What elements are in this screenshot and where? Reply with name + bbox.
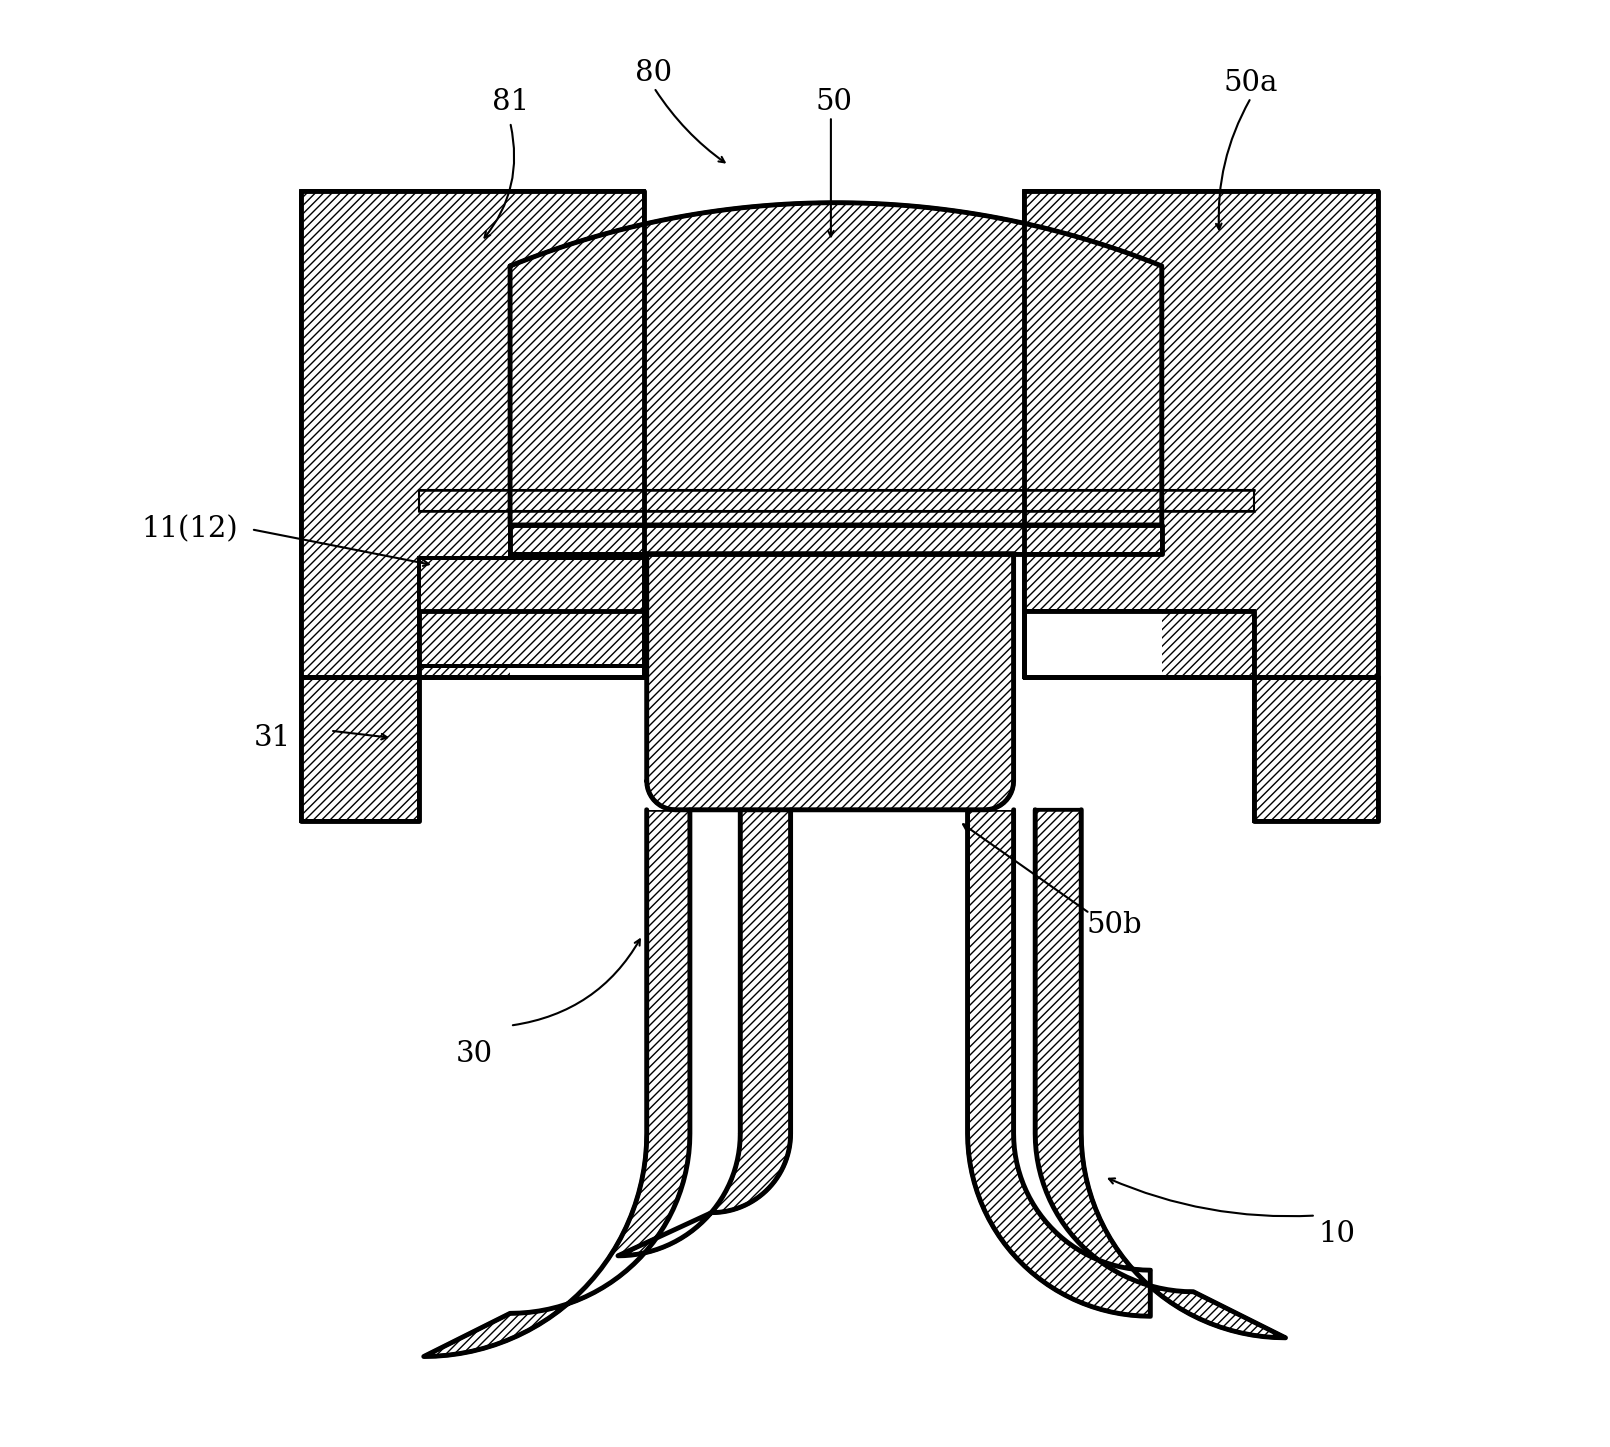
- Text: 10: 10: [1319, 1220, 1356, 1249]
- Polygon shape: [968, 810, 1150, 1317]
- Polygon shape: [647, 554, 1014, 810]
- Polygon shape: [510, 810, 741, 1314]
- Text: 50a: 50a: [1224, 69, 1278, 97]
- Text: 50: 50: [815, 88, 852, 116]
- Polygon shape: [1035, 810, 1285, 1338]
- Polygon shape: [1024, 611, 1378, 822]
- Polygon shape: [510, 611, 644, 677]
- Polygon shape: [301, 611, 644, 822]
- Polygon shape: [301, 191, 644, 677]
- Polygon shape: [1014, 810, 1193, 1292]
- Text: 81: 81: [491, 88, 528, 116]
- Polygon shape: [420, 559, 644, 666]
- Text: 11(12): 11(12): [142, 515, 238, 543]
- Polygon shape: [1024, 191, 1378, 677]
- Polygon shape: [1024, 611, 1162, 677]
- Text: 50b: 50b: [1087, 912, 1141, 939]
- Text: 30: 30: [456, 1040, 493, 1068]
- Polygon shape: [423, 810, 691, 1356]
- Polygon shape: [420, 491, 1254, 511]
- Polygon shape: [618, 810, 791, 1256]
- Text: 80: 80: [636, 59, 673, 87]
- Polygon shape: [647, 554, 1014, 810]
- Text: 31: 31: [254, 724, 291, 752]
- Polygon shape: [510, 203, 1162, 525]
- Polygon shape: [510, 525, 1162, 554]
